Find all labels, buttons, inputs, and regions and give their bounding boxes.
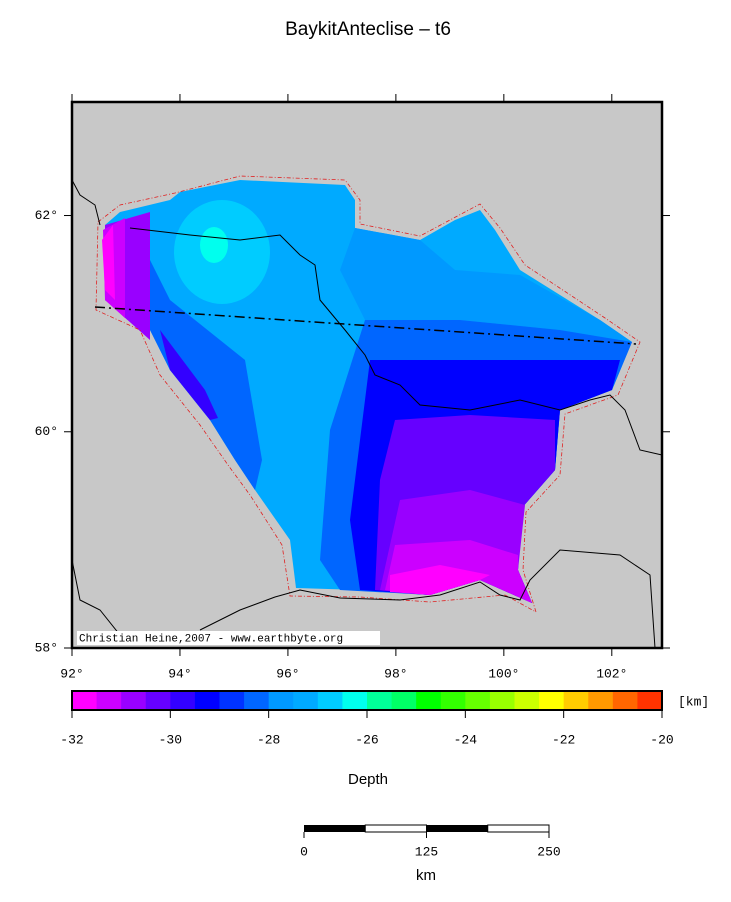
map-frame [70,100,664,650]
colorbar-segment [514,691,540,710]
colorbar-segment [293,691,319,710]
y-tick-label: 62° [35,208,58,223]
x-tick-label: 94° [168,666,191,681]
x-tick-label: 100° [488,666,519,681]
scale-tick-label: 125 [415,844,438,859]
depth-zone [340,228,632,342]
colorbar-tick-label: -24 [454,732,478,747]
depth-zone [160,330,218,420]
x-tick-label: 92° [60,666,83,681]
colorbar-segment [194,691,220,710]
scale-segment [487,824,550,833]
colorbar-segment [588,691,614,710]
credit: Christian Heine,2007 - www.earthbyte.org [79,633,343,645]
colorbar-segment [342,691,368,710]
map-area: Christian Heine,2007 - www.earthbyte.org [70,100,664,650]
scale-bar [304,824,550,833]
colorbar-tick-label: -28 [257,732,280,747]
colorbar-segment [219,691,245,710]
colorbar-segment [612,691,638,710]
scale-segment [304,825,366,832]
scale-tick-label: 250 [537,844,560,859]
colorbar-segment [367,691,393,710]
colorbar-tick-label: -30 [159,732,182,747]
y-tick-label: 60° [35,424,58,439]
colorbar-segment [170,691,196,710]
colorbar-tick-label: -20 [650,732,673,747]
colorbar-segment [96,691,122,710]
x-tick-label: 102° [596,666,627,681]
colorbar-segment [72,691,98,710]
region-outline [95,175,641,613]
colorbar-segment [317,691,343,710]
depth-zone [200,227,228,263]
title: BaykitAnteclise – t6 [285,19,451,40]
colorbar-segment [563,691,589,710]
credit-box [77,631,380,645]
colorbar-segment [244,691,270,710]
colorbar-segment [637,691,663,710]
colorbar-segment [121,691,147,710]
colorbar-label: Depth [348,771,388,788]
x-tick-label: 98° [384,666,407,681]
colorbar-segment [465,691,491,710]
y-tick-label: 58° [35,640,58,655]
colorbar-segment [391,691,417,710]
depth-zone [390,565,490,595]
x-tick-label: 96° [276,666,299,681]
colorbar-tick-label: -22 [552,732,575,747]
colorbar-segment [539,691,565,710]
colorbar-tick-label: -32 [60,732,83,747]
colorbar-unit: [km] [678,694,709,709]
colorbar-tick-label: -26 [355,732,378,747]
depth-zone [150,260,262,490]
colorbar-segment [268,691,294,710]
scale-segment [426,825,488,832]
colorbar-segment [489,691,515,710]
coastline [71,179,663,649]
depth-zone [102,225,115,300]
colorbar-segment [416,691,442,710]
scale-segment [364,824,427,833]
colorbar-segment [440,691,466,710]
colorbar-segment [145,691,171,710]
scale-unit: km [416,867,436,884]
colorbar: -32 -30 -28 -26 -24 -22 -20 [60,690,674,747]
scale-tick-label: 0 [300,844,308,859]
